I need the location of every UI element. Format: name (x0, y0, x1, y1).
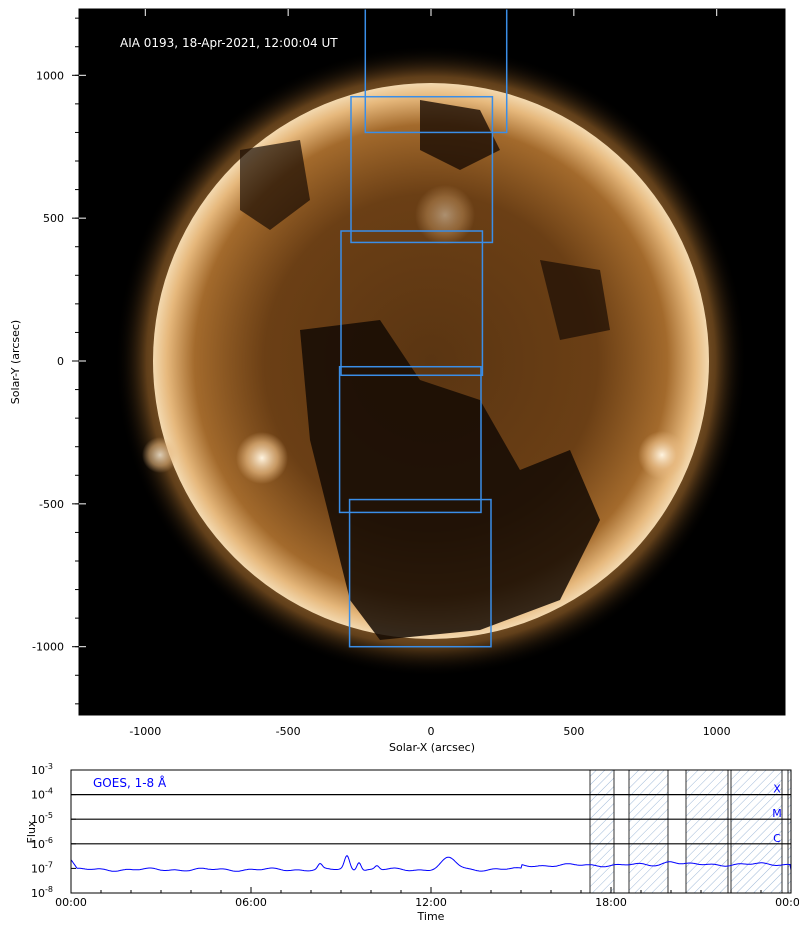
fov-boxes (338, 9, 508, 648)
y-tick-label: -500 (39, 498, 64, 511)
coronal-hole-east (540, 260, 610, 340)
goes-y-tick-exponent: -8 (45, 885, 53, 894)
fov-box-1 (364, 9, 508, 134)
flare-class-X: X (773, 783, 781, 796)
y-tick-label: 500 (43, 212, 64, 225)
x-tick-label: 1000 (703, 725, 731, 738)
fov-box-4 (338, 365, 482, 514)
x-tick-label: -1000 (129, 725, 161, 738)
goes-x-tick-label: 06:00 (235, 896, 267, 909)
image-caption: AIA 0193, 18-Apr-2021, 12:00:04 UT (120, 36, 338, 50)
goes-flux-curve (71, 854, 791, 872)
goes-y-tick-label: 10-3 (31, 762, 53, 777)
observation-window-2 (628, 770, 669, 893)
goes-legend: GOES, 1-8 Å (93, 775, 167, 790)
goes-y-tick-exponent: -4 (45, 787, 53, 796)
goes-y-tick-exponent: -6 (45, 836, 53, 845)
x-tick-label: -500 (276, 725, 301, 738)
observation-window-3 (685, 770, 729, 893)
x-tick-label: 500 (563, 725, 584, 738)
flux-class-lines (71, 793, 791, 845)
coronal-hole-south (300, 320, 600, 640)
goes-y-tick-label: 10-8 (31, 885, 53, 900)
image-x-axis-label: Solar-X (arcsec) (389, 741, 475, 754)
coronal-hole-north (420, 100, 500, 170)
solar-image-panel: AIA 0193, 18-Apr-2021, 12:00:04 UT -1000… (9, 8, 786, 754)
y-tick-label: 1000 (36, 69, 64, 82)
flare-class-M: M (772, 807, 782, 820)
image-frame (78, 8, 786, 716)
goes-y-tick-exponent: -7 (45, 860, 53, 869)
goes-y-tick-label: 10-4 (31, 787, 53, 802)
coronal-hole-northwest (240, 140, 310, 230)
goes-axis-ticks: 00:0006:0012:0018:0000:0010-310-410-510-… (31, 762, 799, 909)
goes-y-tick-exponent: -3 (45, 762, 53, 771)
goes-x-tick-label: 00:00 (55, 896, 87, 909)
goes-background (71, 770, 791, 893)
fov-box-2 (350, 95, 494, 244)
goes-panel: GOES, 1-8 Å XMC 00:00 06:00 12:00 18:00 00:0… (25, 762, 799, 923)
goes-x-tick-label: 12:00 (415, 896, 447, 909)
flare-class-labels: XMC (772, 783, 782, 845)
fov-box-5 (348, 498, 492, 648)
goes-x-tick-label: 18:00 (595, 896, 627, 909)
observation-windows (589, 770, 791, 893)
y-tick-label: -1000 (32, 641, 64, 654)
goes-y-axis-label: Flux (25, 820, 38, 843)
goes-y-tick-label: 10-7 (31, 860, 53, 875)
goes-x-tick-label: 00:00 (775, 896, 799, 909)
goes-y-tick-exponent: -5 (45, 811, 53, 820)
image-axis-ticks: -1000 -500 0 500 1000 1000 500 0 -500 -1000 (32, 9, 775, 738)
limb-brightening-left (142, 437, 178, 473)
observation-window-1 (589, 770, 615, 893)
bright-region-north (415, 185, 475, 245)
fov-box-3 (340, 230, 484, 377)
x-tick-label: 0 (428, 725, 435, 738)
flare-class-C: C (773, 832, 781, 845)
sun-disk-image (115, 9, 747, 677)
active-region-west-limb (638, 431, 686, 479)
observation-window-5 (787, 770, 791, 893)
goes-x-axis-label: Time (417, 910, 445, 923)
active-region-east-limb (236, 432, 288, 484)
image-y-axis-label: Solar-Y (arcsec) (9, 320, 22, 404)
observation-window-4 (730, 770, 783, 893)
y-tick-label: 0 (57, 355, 64, 368)
